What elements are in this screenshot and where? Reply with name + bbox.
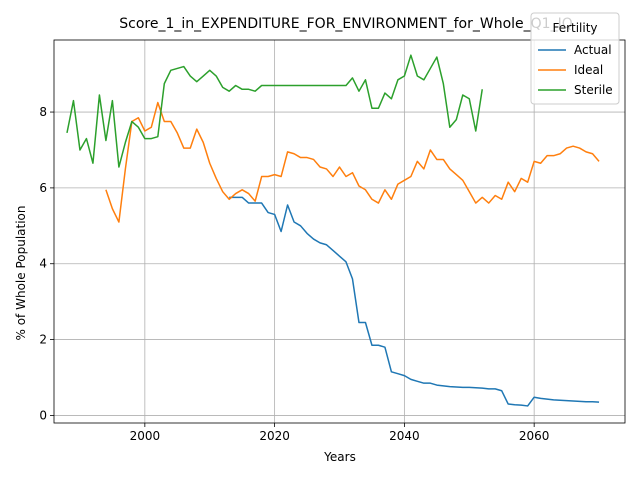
legend-entries: Actual Ideal Sterile [538, 43, 613, 97]
legend-label-actual: Actual [574, 43, 612, 57]
legend-box [530, 12, 620, 105]
y-tick-label: 6 [39, 181, 47, 195]
x-tick-label: 2000 [130, 429, 161, 443]
legend-label-sterile: Sterile [574, 83, 613, 97]
y-axis-label: % of Whole Population [14, 206, 28, 341]
legend-title: Fertility [552, 21, 597, 35]
y-tick-label: 8 [39, 105, 47, 119]
legend: Fertility Actual Ideal Sterile [530, 12, 620, 105]
y-tick-label: 0 [39, 408, 47, 422]
x-tick-label: 2020 [259, 429, 290, 443]
x-axis-label: Years [323, 450, 356, 464]
series-line-ideal [105, 101, 600, 223]
series-line-actual [229, 196, 600, 407]
series-layer [66, 54, 600, 407]
x-tick-label: 2060 [519, 429, 550, 443]
y-tick-label: 2 [39, 333, 47, 347]
x-axis-ticks: 2000 2020 2040 2060 [130, 423, 550, 443]
legend-label-ideal: Ideal [574, 63, 603, 77]
chart-title: Score_1_in_EXPENDITURE_FOR_ENVIRONMENT_f… [119, 16, 572, 32]
y-axis-ticks: 0 2 4 6 8 [39, 105, 54, 422]
series-line-sterile [66, 54, 483, 168]
y-tick-label: 4 [39, 257, 47, 271]
plot-frame [53, 39, 626, 424]
x-tick-label: 2040 [389, 429, 420, 443]
grid [54, 40, 625, 423]
